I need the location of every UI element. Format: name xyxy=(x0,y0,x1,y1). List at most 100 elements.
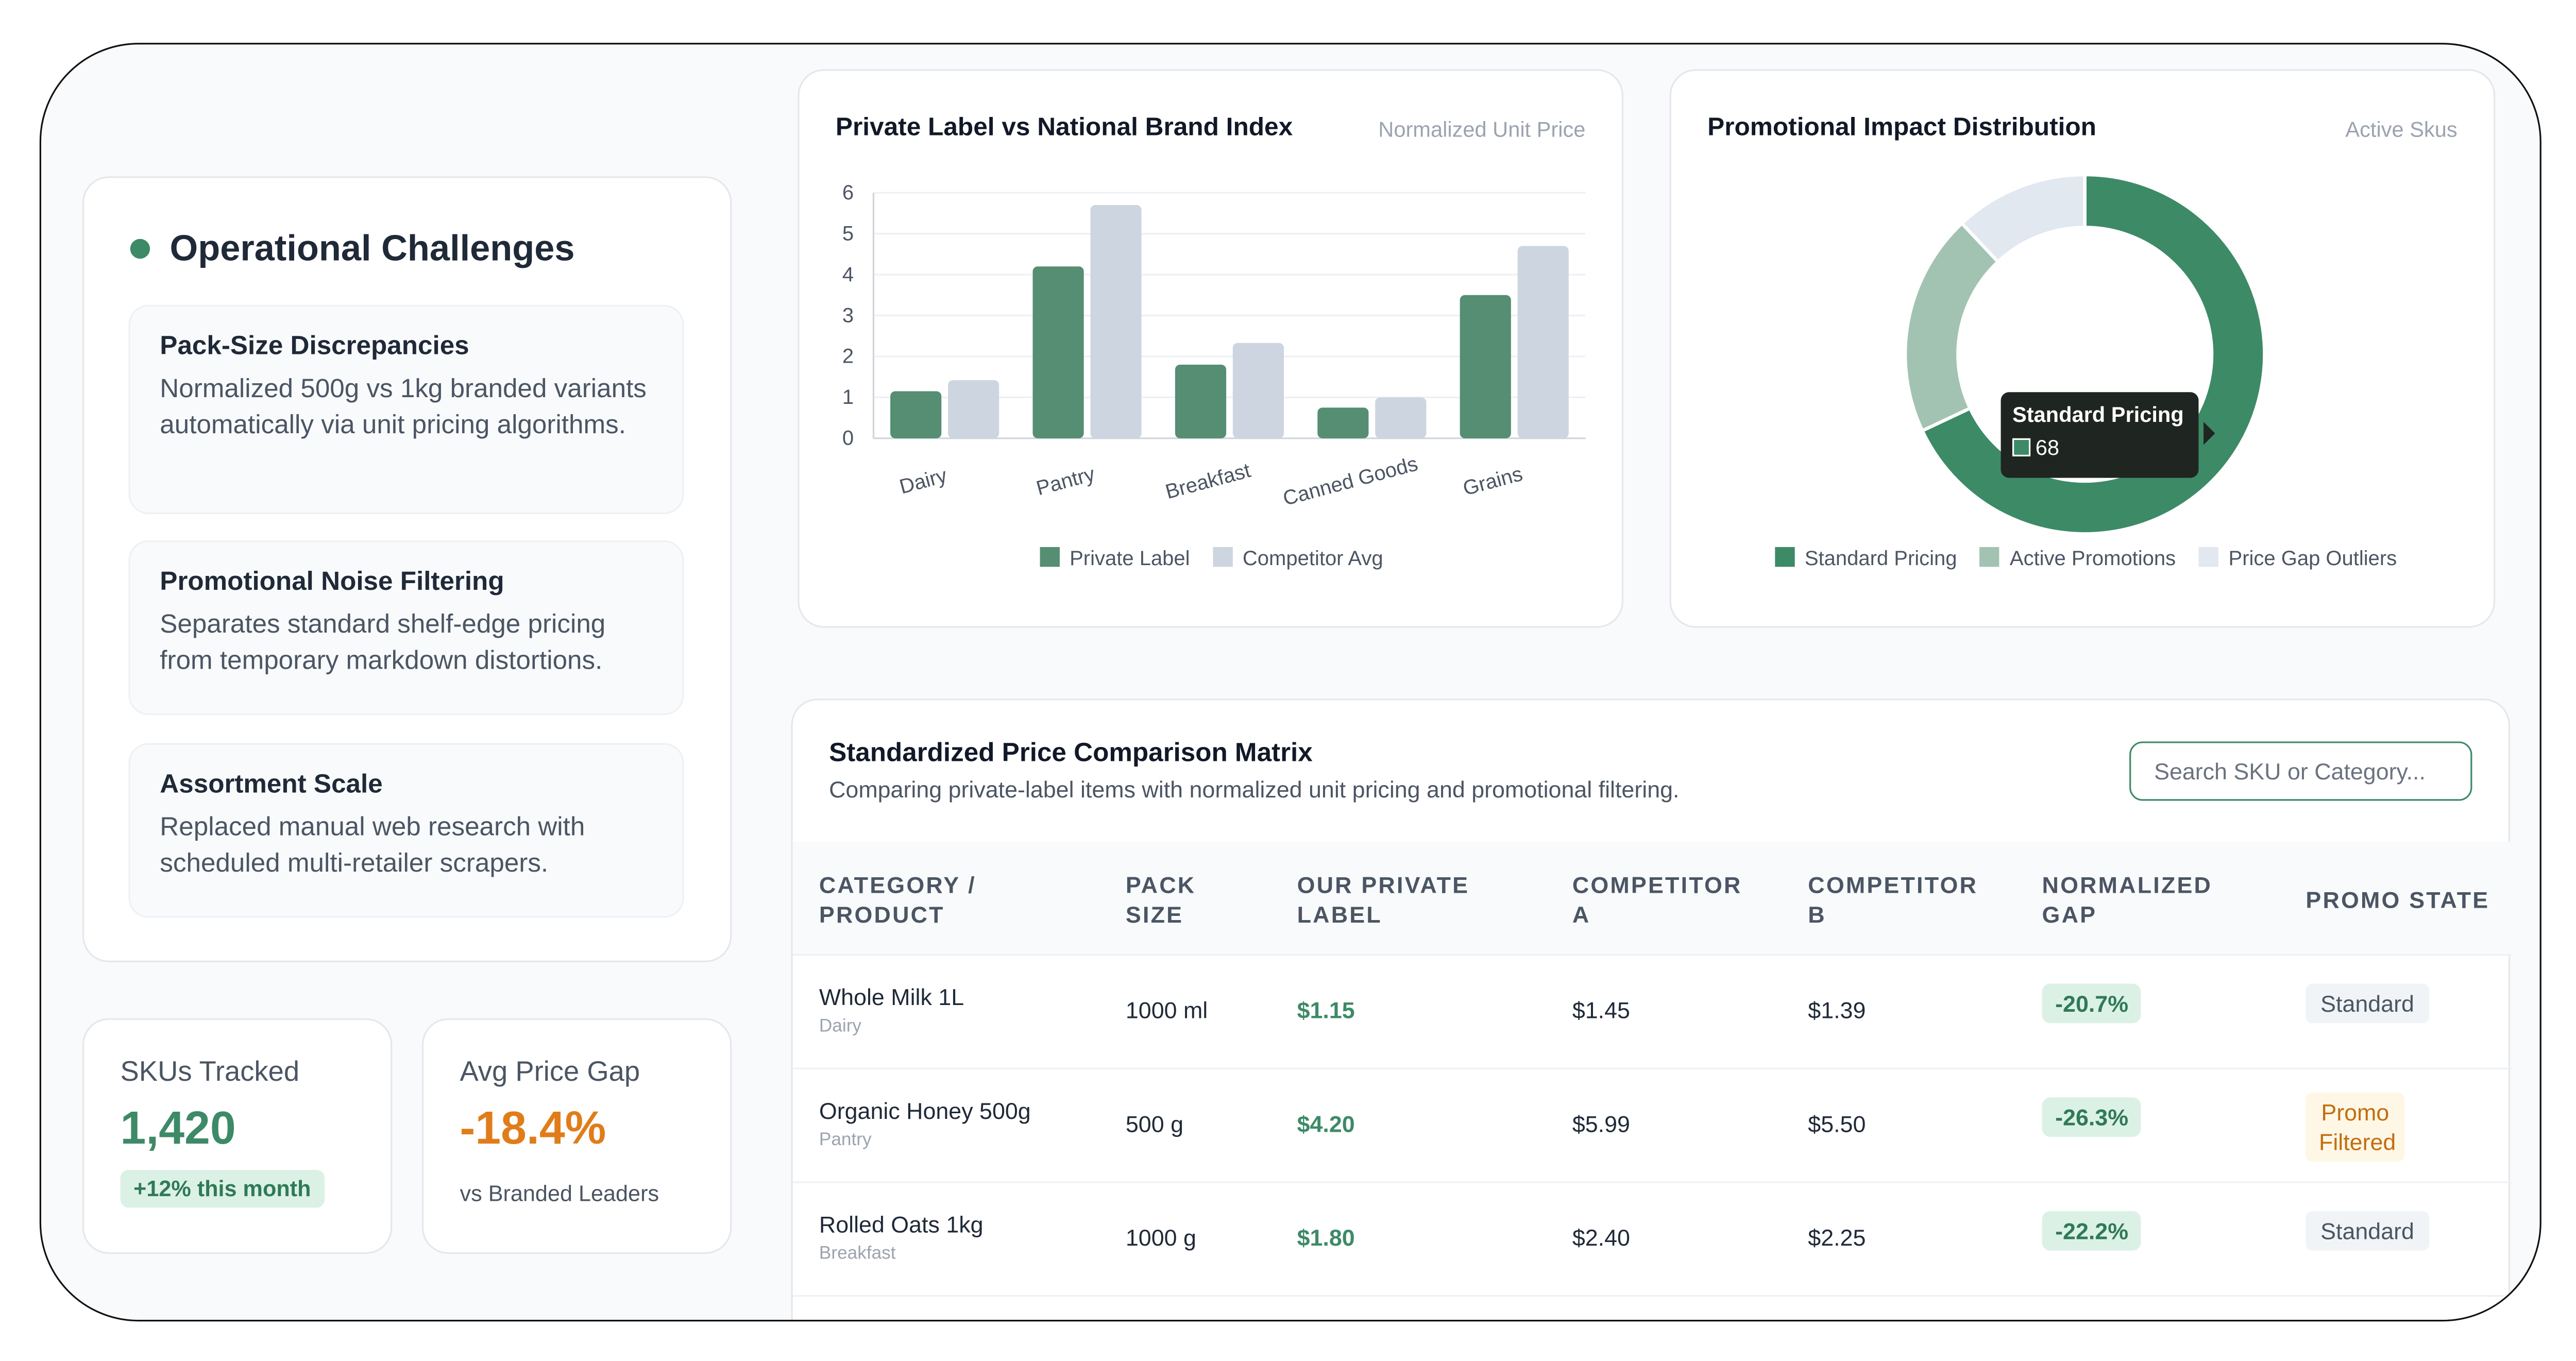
x-tick-label: Dairy xyxy=(897,464,949,499)
column-header-normalized-gap[interactable]: NORMALIZED GAP xyxy=(2042,872,2213,928)
status-dot-icon xyxy=(130,239,150,259)
product-category: Breakfast xyxy=(819,1244,896,1264)
bar-legend: Private Label Competitor Avg xyxy=(1040,547,1383,570)
donut-legend: Standard Pricing Active Promotions Price… xyxy=(1775,547,2397,570)
legend-label: Standard Pricing xyxy=(1804,547,1957,570)
column-header-competitor-a[interactable]: COMPETITOR A xyxy=(1572,872,1742,928)
donut-chart-card: Promotional Impact Distribution Active S… xyxy=(1669,69,2496,628)
product-name: Whole Milk 1L xyxy=(819,983,964,1010)
chart-subtitle: Active Skus xyxy=(2345,117,2458,142)
table-row[interactable]: Organic Honey 500g Pantry 500 g $4.20 $5.… xyxy=(792,1067,2512,1183)
legend-swatch-icon xyxy=(1980,547,2000,567)
challenge-title: Assortment Scale xyxy=(160,771,383,799)
column-header-product[interactable]: CATEGORY / PRODUCT xyxy=(819,872,976,928)
product-category: Dairy xyxy=(819,1016,862,1036)
private-label-price: $1.80 xyxy=(1297,1224,1355,1251)
competitor-a-price: $2.40 xyxy=(1572,1224,1630,1251)
legend-item[interactable]: Competitor Avg xyxy=(1213,547,1383,570)
search-input[interactable]: Search SKU or Category... xyxy=(2129,741,2472,801)
x-tick-label: Breakfast xyxy=(1163,459,1252,503)
challenge-title: Pack-Size Discrepancies xyxy=(160,333,469,361)
pack-size: 1000 g xyxy=(1125,1224,1196,1251)
avg-price-gap-card: Avg Price Gap -18.4% vs Branded Leaders xyxy=(421,1018,732,1254)
legend-label: Active Promotions xyxy=(2009,547,2176,570)
donut-slice[interactable] xyxy=(1903,221,2001,433)
bar-competitor-avg[interactable] xyxy=(1375,397,1427,438)
price-comparison-table-card: Standardized Price Comparison Matrix Com… xyxy=(791,699,2512,1320)
table-subtitle: Comparing private-label items with norma… xyxy=(829,776,1680,803)
tooltip-pointer-icon xyxy=(2204,421,2215,445)
challenge-description: Separates standard shelf-edge pricing fr… xyxy=(160,611,606,676)
bar-competitor-avg[interactable] xyxy=(1517,246,1569,438)
legend-label: Private Label xyxy=(1070,547,1190,570)
private-label-price: $4.20 xyxy=(1297,1110,1355,1137)
promo-state-badge: Standard xyxy=(2306,983,2429,1024)
legend-item[interactable]: Price Gap Outliers xyxy=(2198,547,2397,570)
chart-subtitle: Normalized Unit Price xyxy=(1378,117,1586,142)
legend-item[interactable]: Private Label xyxy=(1040,547,1190,570)
challenge-description: Replaced manual web research with schedu… xyxy=(160,814,585,878)
competitor-b-price: $1.39 xyxy=(1808,997,1866,1024)
bar-competitor-avg[interactable] xyxy=(1232,343,1284,438)
bar-private-label[interactable] xyxy=(1032,266,1084,438)
promo-state-badge: Standard xyxy=(2306,1211,2429,1251)
column-header-our-private-label[interactable]: OUR PRIVATE LABEL xyxy=(1297,872,1470,928)
legend-item[interactable]: Active Promotions xyxy=(1980,547,2176,570)
growth-badge: +12% this month xyxy=(120,1169,325,1208)
y-tick-label: 1 xyxy=(842,386,854,409)
challenge-item: Pack-Size Discrepancies Normalized 500g … xyxy=(128,304,684,514)
y-tick-label: 2 xyxy=(842,345,854,368)
table-row[interactable]: Whole Milk 1L Dairy 1000 ml $1.15 $1.45 $… xyxy=(792,954,2512,1069)
bar-private-label[interactable] xyxy=(1317,407,1369,438)
challenge-title: Promotional Noise Filtering xyxy=(160,568,504,597)
table-header: CATEGORY / PRODUCT PACK SIZE OUR PRIVATE LA… xyxy=(792,842,2512,954)
y-tick-label: 6 xyxy=(842,181,854,204)
legend-item[interactable]: Standard Pricing xyxy=(1775,547,1957,570)
challenges-heading: Operational Challenges xyxy=(130,227,575,270)
column-header-promo-state[interactable]: PROMO STATE xyxy=(2306,886,2490,913)
dashboard-frame: Operational Challenges Pack-Size Discrep… xyxy=(39,43,2541,1322)
x-tick-label: Pantry xyxy=(1034,463,1097,500)
private-label-price: $1.15 xyxy=(1297,997,1355,1024)
legend-swatch-icon xyxy=(1040,547,1060,567)
legend-swatch-icon xyxy=(2198,547,2219,567)
donut-slice[interactable] xyxy=(1959,173,2087,264)
challenges-title: Operational Challenges xyxy=(170,227,575,269)
legend-swatch-icon xyxy=(1775,547,1795,567)
tooltip-label: Standard Pricing xyxy=(2012,402,2184,427)
table-title: Standardized Price Comparison Matrix xyxy=(829,740,1313,768)
table-row[interactable] xyxy=(792,1295,2512,1320)
column-header-competitor-b[interactable]: COMPETITOR B xyxy=(1808,872,1978,928)
stat-label: SKUs Tracked xyxy=(120,1056,300,1088)
x-tick-label: Grains xyxy=(1461,463,1525,500)
gap-badge: -22.2% xyxy=(2042,1211,2142,1251)
tooltip-value: 68 xyxy=(2035,435,2060,460)
bar-competitor-avg[interactable] xyxy=(948,380,999,438)
skus-tracked-card: SKUs Tracked 1,420 +12% this month xyxy=(82,1018,393,1254)
bar-private-label[interactable] xyxy=(1175,364,1227,438)
competitor-b-price: $2.25 xyxy=(1808,1224,1866,1251)
competitor-b-price: $5.50 xyxy=(1808,1110,1866,1137)
bar-private-label[interactable] xyxy=(890,391,942,438)
stat-subtext: vs Branded Leaders xyxy=(460,1181,659,1206)
bar-chart: 0 1 2 3 4 5 6 Dairy Pantry Breakfast Canned Goods G… xyxy=(842,181,1586,510)
chart-tooltip: Standard Pricing 68 xyxy=(2001,392,2199,478)
column-header-pack-size[interactable]: PACK SIZE xyxy=(1125,872,1196,928)
stat-value: -18.4% xyxy=(460,1102,606,1153)
bar-private-label[interactable] xyxy=(1460,295,1511,438)
promo-state-badge: Promo Filtered xyxy=(2306,1092,2405,1162)
table-row[interactable]: Rolled Oats 1kg Breakfast 1000 g $1.80 $2… xyxy=(792,1181,2512,1297)
challenge-item: Assortment Scale Replaced manual web res… xyxy=(128,743,684,918)
pack-size: 1000 ml xyxy=(1125,997,1208,1024)
challenge-item: Promotional Noise Filtering Separates st… xyxy=(128,540,684,716)
bar-competitor-avg[interactable] xyxy=(1090,205,1142,438)
product-name: Organic Honey 500g xyxy=(819,1097,1031,1124)
y-tick-label: 5 xyxy=(842,222,854,245)
pack-size: 500 g xyxy=(1125,1110,1184,1137)
chart-title: Promotional Impact Distribution xyxy=(1707,113,2096,142)
gap-badge: -26.3% xyxy=(2042,1097,2142,1137)
challenge-description: Normalized 500g vs 1kg branded variants … xyxy=(160,376,647,440)
legend-label: Price Gap Outliers xyxy=(2228,547,2397,570)
y-tick-label: 4 xyxy=(842,263,854,286)
legend-label: Competitor Avg xyxy=(1242,547,1383,570)
